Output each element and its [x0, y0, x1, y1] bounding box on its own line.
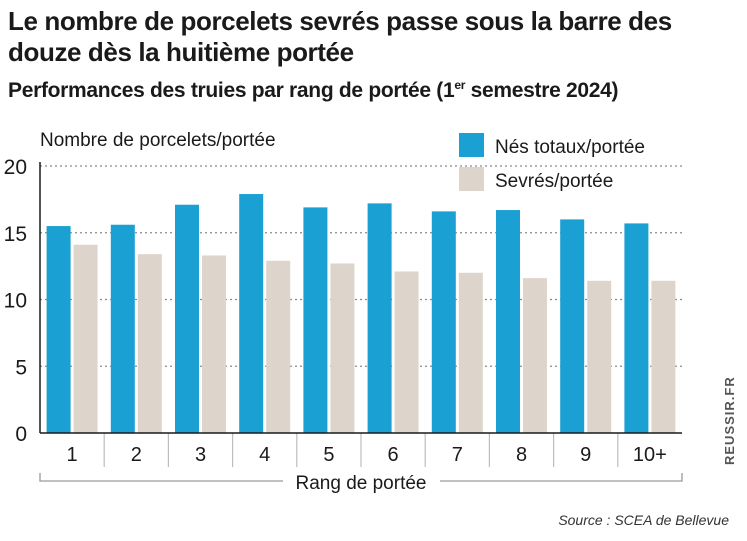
bar-nes-totaux [303, 207, 328, 433]
subtitle-text: Performances des truies par rang de port… [8, 79, 455, 102]
x-tick-label: 6 [388, 444, 399, 466]
bar-sevres [458, 272, 483, 433]
x-tick-label: 8 [516, 444, 527, 466]
bar-nes-totaux [431, 211, 456, 433]
bar-nes-totaux [624, 223, 649, 433]
bar-sevres [73, 244, 98, 433]
bar-sevres [651, 280, 676, 433]
x-tick-label: 3 [195, 444, 206, 466]
x-tick-label: 5 [323, 444, 334, 466]
bar-nes-totaux [367, 203, 392, 433]
bracket-right [440, 473, 683, 482]
gridlines [40, 165, 682, 367]
subtitle-superscript: er [454, 78, 466, 92]
legend-label: Sevrés/portée [495, 171, 613, 192]
bar-nes-totaux [110, 224, 135, 433]
chart-title: Le nombre de porcelets sevrés passe sous… [8, 6, 672, 67]
bar-nes-totaux [496, 210, 520, 433]
x-tick-label: 1 [67, 444, 78, 466]
x-tick-label: 7 [452, 444, 463, 466]
x-axis-label: Rang de portée [296, 473, 427, 494]
y-tick-label: 20 [4, 156, 27, 179]
chart-subtitle: Performances des truies par rang de port… [8, 72, 738, 104]
bars [46, 194, 676, 433]
legend-swatch [459, 133, 484, 157]
bar-nes-totaux [560, 219, 585, 433]
bar-sevres [202, 255, 226, 433]
bar-sevres [266, 260, 291, 433]
legend: Nés totaux/portée Sevrés/portée [459, 133, 645, 192]
y-axis-label: Nombre de porcelets/portée [40, 130, 276, 151]
y-tick-label: 10 [4, 290, 27, 313]
bar-nes-totaux [239, 194, 264, 433]
bar-sevres [330, 263, 355, 433]
source-note: Source : SCEA de Bellevue [558, 512, 729, 528]
bracket-left [39, 473, 283, 482]
x-tick-label: 9 [580, 444, 591, 466]
legend-swatch [459, 167, 484, 191]
x-tick-label: 10+ [633, 444, 667, 466]
y-axis: 0 5 10 15 20 [4, 156, 41, 446]
credit-watermark: REUSSIR.FR [722, 376, 737, 465]
x-axis: 1 2 3 4 5 6 7 8 9 10+ [39, 432, 683, 482]
y-tick-label: 15 [4, 223, 27, 246]
legend-label: Nés totaux/portée [495, 137, 645, 158]
bar-nes-totaux [46, 226, 71, 433]
bar-sevres [523, 278, 547, 433]
y-tick-label: 5 [15, 356, 27, 379]
bar-sevres [394, 271, 419, 433]
x-tick-label: 4 [259, 444, 270, 466]
y-tick-label: 0 [15, 423, 27, 446]
subtitle-text-end: semestre 2024) [465, 79, 619, 102]
bar-sevres [587, 280, 612, 433]
bar-sevres [137, 254, 162, 433]
bar-nes-totaux [175, 204, 199, 433]
x-tick-label: 2 [131, 444, 142, 466]
